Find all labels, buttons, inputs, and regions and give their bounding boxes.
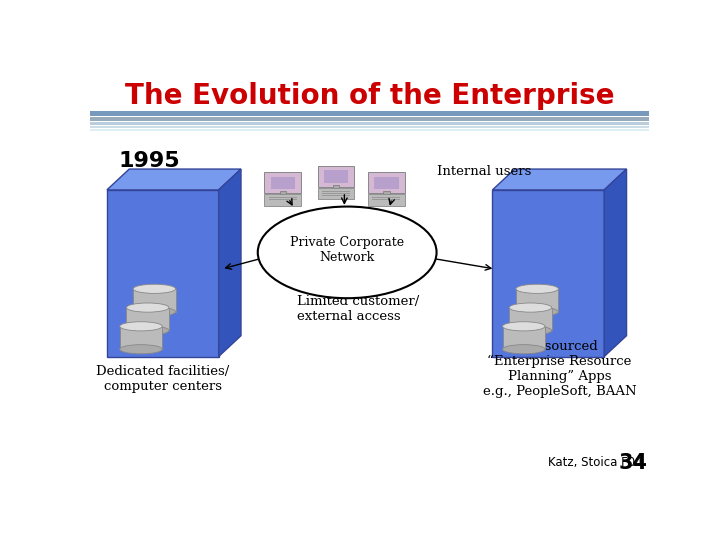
Ellipse shape [509,326,552,335]
FancyBboxPatch shape [317,188,355,200]
Ellipse shape [516,307,558,316]
Text: 1995: 1995 [118,151,180,171]
Ellipse shape [126,326,169,335]
Bar [90,126,649,128]
Bar [133,289,176,312]
Bar [322,193,350,194]
Bar [280,191,286,196]
Text: Outsourced
“Enterprise Resource
Planning” Apps
e.g., PeopleSoft, BAAN: Outsourced “Enterprise Resource Planning… [482,340,637,398]
Ellipse shape [503,322,545,331]
Ellipse shape [503,345,545,354]
Ellipse shape [133,284,176,293]
Bar [90,111,649,116]
Text: Limited customer/
external access: Limited customer/ external access [297,295,419,322]
Bar [383,191,389,196]
Bar [120,326,162,349]
FancyBboxPatch shape [317,166,355,187]
Bar [107,190,218,357]
Bar [492,190,604,357]
Polygon shape [604,169,627,357]
Bar [372,197,400,198]
Bar [270,176,295,189]
Bar [509,308,552,331]
FancyBboxPatch shape [368,172,404,193]
Bar [90,122,649,125]
FancyBboxPatch shape [265,194,301,206]
Polygon shape [492,169,627,190]
Bar [322,195,350,196]
Bar [503,326,545,349]
Polygon shape [107,169,241,190]
Bar [269,197,297,198]
Ellipse shape [516,284,558,293]
Ellipse shape [133,307,176,316]
Ellipse shape [509,303,552,312]
Bar [90,116,649,121]
Bar [90,129,649,131]
FancyBboxPatch shape [368,194,404,206]
Bar [322,191,350,192]
Polygon shape [218,169,241,357]
Bar [332,185,340,190]
Ellipse shape [126,303,169,312]
Ellipse shape [120,322,162,331]
Bar [324,170,348,183]
Text: Dedicated facilities/
computer centers: Dedicated facilities/ computer centers [96,365,229,393]
Text: 34: 34 [618,453,647,473]
Text: Internal users: Internal users [437,164,531,177]
Text: Private Corporate
Network: Private Corporate Network [290,236,404,265]
Bar [516,289,558,312]
Text: The Evolution of the Enterprise: The Evolution of the Enterprise [125,82,614,110]
FancyBboxPatch shape [265,172,301,193]
Bar [374,176,399,189]
Text: Katz, Stoica F04: Katz, Stoica F04 [549,456,643,469]
Ellipse shape [120,345,162,354]
Ellipse shape [258,207,437,298]
Bar [126,308,169,331]
